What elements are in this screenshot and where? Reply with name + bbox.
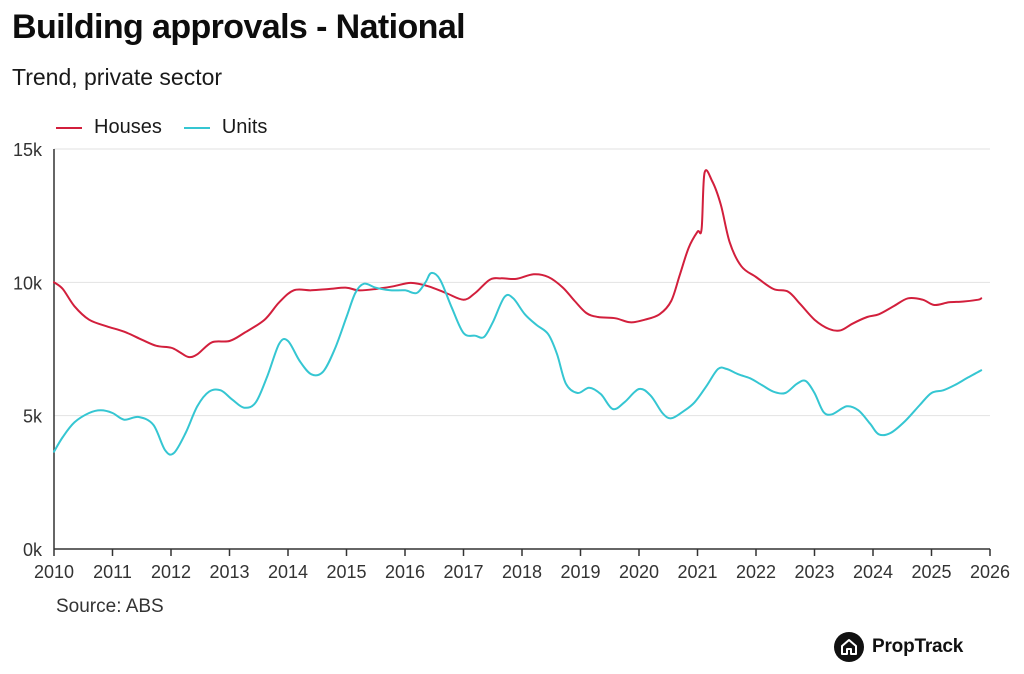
- brand-name: PropTrack: [872, 636, 964, 657]
- x-tick-label: 2020: [619, 562, 659, 582]
- legend-swatch-houses: [56, 126, 82, 129]
- x-tick-label: 2015: [326, 562, 366, 582]
- x-tick-label: 2010: [34, 562, 74, 582]
- x-tick-label: 2018: [502, 562, 542, 582]
- legend-label-units: Units: [221, 116, 268, 138]
- legend-item-houses: Houses: [56, 116, 162, 139]
- x-tick-label: 2017: [443, 562, 483, 582]
- legend-swatch-units: [183, 126, 210, 129]
- x-tick-label: 2026: [970, 562, 1010, 582]
- legend-label-houses: Houses: [94, 116, 162, 138]
- x-tick-label: 2016: [385, 562, 425, 582]
- x-tick-label: 2011: [93, 562, 132, 582]
- x-tick-label: 2013: [209, 562, 249, 582]
- series-line-houses: [53, 169, 983, 359]
- x-tick-label: 2012: [151, 562, 191, 582]
- x-tick-label: 2022: [736, 562, 776, 582]
- y-tick-label: 15k: [13, 140, 43, 160]
- x-tick-label: 2019: [560, 562, 600, 582]
- chart-legend: Houses Units: [56, 116, 289, 139]
- y-tick-label: 0k: [23, 540, 43, 560]
- x-tick-label: 2023: [794, 562, 834, 582]
- y-tick-label: 5k: [23, 407, 43, 427]
- y-tick-label: 10k: [13, 273, 43, 293]
- x-tick-label: 2014: [268, 562, 308, 582]
- x-tick-label: 2025: [911, 562, 951, 582]
- x-tick-label: 2024: [853, 562, 893, 582]
- legend-item-units: Units: [183, 116, 268, 139]
- brand-logo: PropTrack: [834, 632, 963, 662]
- source-note: Source: ABS: [56, 596, 164, 617]
- chart-title: Building approvals - National: [12, 8, 466, 46]
- x-tick-label: 2021: [677, 562, 717, 582]
- series-line-units: [53, 271, 983, 456]
- chart-subtitle: Trend, private sector: [12, 64, 223, 90]
- house-icon: [834, 632, 864, 662]
